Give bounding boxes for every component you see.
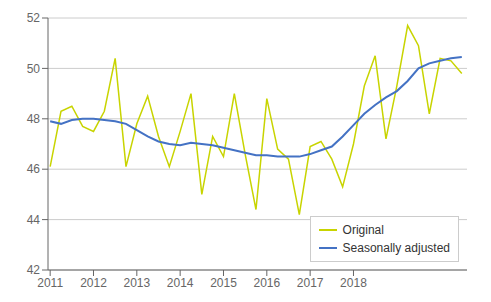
svg-text:2015: 2015	[210, 276, 237, 290]
svg-text:2018: 2018	[340, 276, 367, 290]
svg-text:50: 50	[27, 62, 41, 76]
svg-text:48: 48	[27, 112, 41, 126]
svg-text:46: 46	[27, 162, 41, 176]
svg-text:44: 44	[27, 213, 41, 227]
svg-text:42: 42	[27, 263, 41, 277]
svg-text:2013: 2013	[123, 276, 150, 290]
html-text:Original: Original	[342, 223, 384, 237]
svg-text:52: 52	[27, 11, 41, 25]
svg-text:2016: 2016	[253, 276, 280, 290]
html-text:Seasonally adjusted: Seasonally adjusted	[342, 241, 450, 255]
svg-text:2012: 2012	[80, 276, 107, 290]
svg-text:2014: 2014	[167, 276, 194, 290]
svg-text:2011: 2011	[37, 276, 63, 290]
svg-text:2017: 2017	[297, 276, 324, 290]
